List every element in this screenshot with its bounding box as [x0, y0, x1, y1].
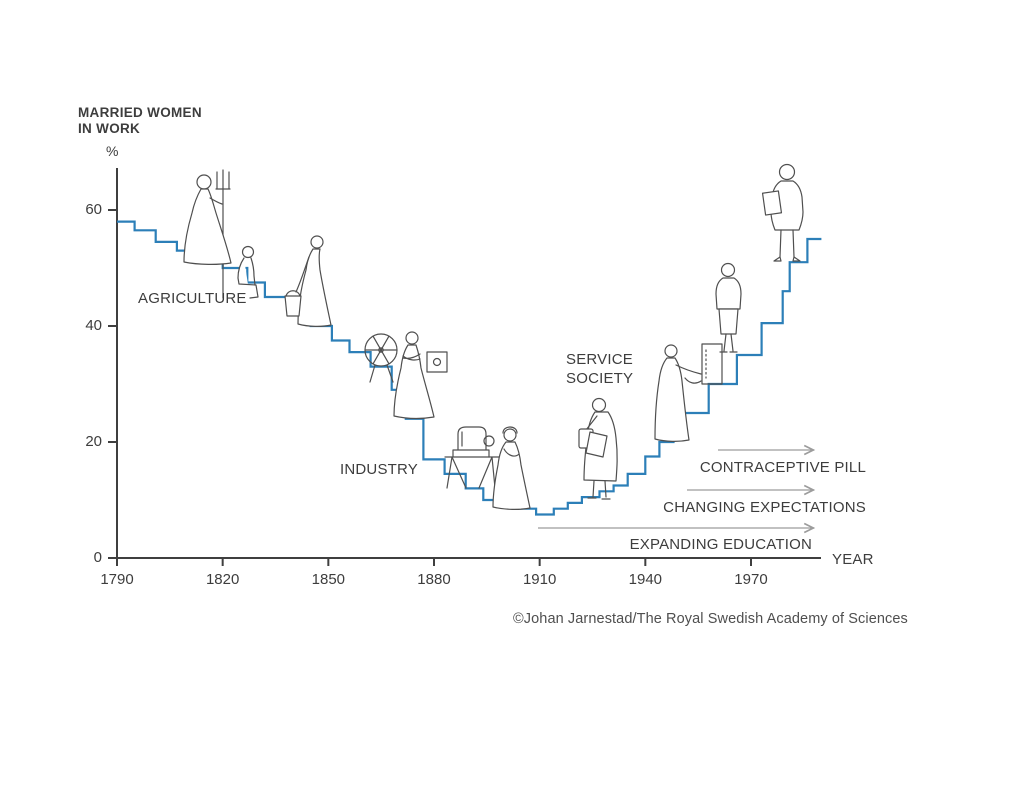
figure-woman-with-bag: [578, 397, 618, 500]
y-tick-label: 0: [93, 549, 102, 566]
x-tick-label: 1910: [522, 571, 557, 588]
step-curve: [117, 220, 822, 516]
figure-woman-with-bucket: [284, 235, 332, 327]
arrow-label-expanding-education: EXPANDING EDUCATION: [629, 536, 812, 553]
figure-woman-at-switchboard: [654, 343, 723, 442]
figure-woman-in-suit: [715, 262, 742, 353]
arrow-label-changing-expectations: CHANGING EXPECTATIONS: [663, 499, 866, 516]
axes: [108, 168, 821, 566]
annotation-arrows: [538, 444, 816, 534]
figure-woman-with-portfolio: [761, 163, 804, 262]
tick-marks: [108, 209, 752, 566]
x-tick-label: 1790: [100, 571, 134, 588]
x-tick-label: 1940: [628, 571, 663, 588]
x-tick-label: 1850: [311, 571, 346, 588]
phase-label-service-society: SERVICE SOCIETY: [566, 351, 634, 387]
y-tick-label: 40: [85, 317, 102, 334]
figure-woman-at-spinning-wheel: [364, 331, 448, 419]
x-tick-label: 1970: [734, 571, 768, 588]
y-tick-label: 60: [85, 201, 102, 218]
chart-title: MARRIED WOMEN IN WORK: [78, 105, 202, 137]
y-tick-label: 20: [85, 433, 102, 450]
phase-label-industry: INDUSTRY: [340, 461, 418, 478]
credit-line: ©Johan Jarnestad/The Royal Swedish Acade…: [513, 611, 908, 627]
figure-seated-girl: [237, 245, 259, 299]
x-tick-label: 1820: [205, 571, 240, 588]
phase-label-agriculture: AGRICULTURE: [138, 290, 247, 307]
arrow-label-contraceptive-pill: CONTRACEPTIVE PILL: [699, 459, 866, 476]
x-axis-label: YEAR: [832, 551, 874, 568]
figure-woman-with-sewing-machine: [444, 426, 531, 510]
x-tick-label: 1880: [417, 571, 451, 588]
figure-woman-with-pitchfork: [183, 169, 232, 299]
y-axis-unit-label: %: [106, 143, 119, 159]
